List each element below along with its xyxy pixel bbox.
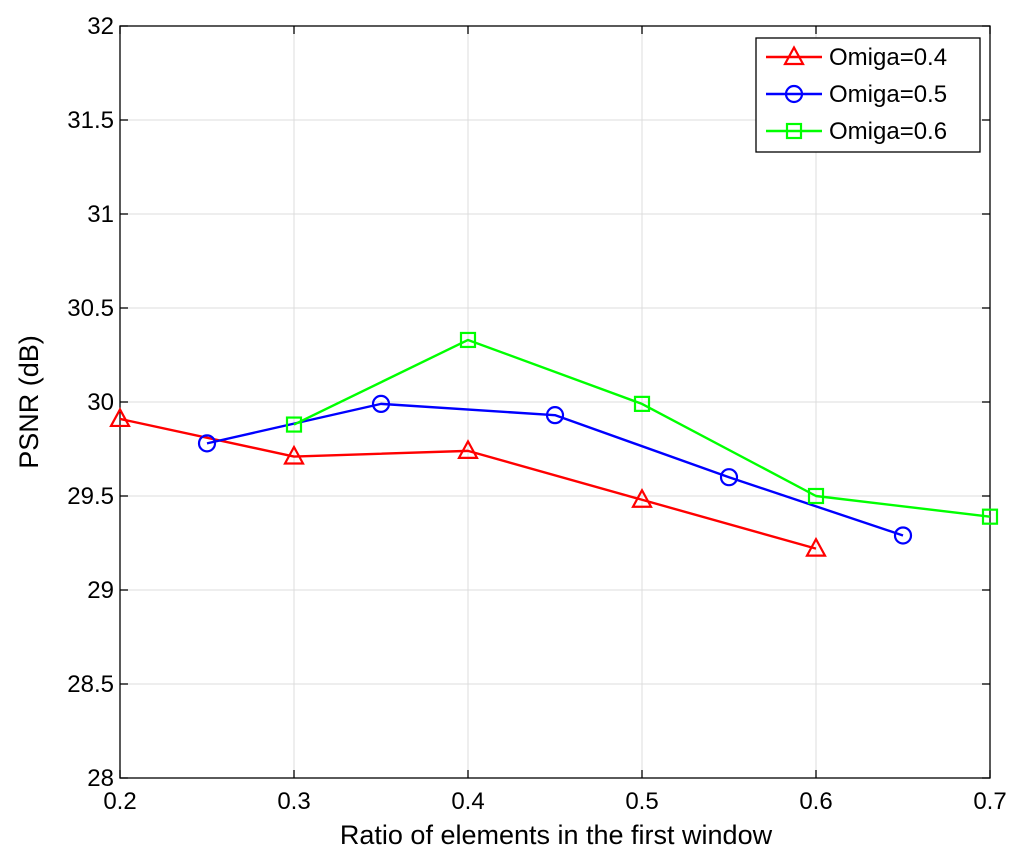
x-tick-label: 0.7 <box>973 788 1006 815</box>
y-tick-label: 30.5 <box>67 295 114 322</box>
legend-entry: Omiga=0.6 <box>766 118 947 145</box>
legend-entry: Omiga=0.5 <box>766 81 947 108</box>
series-line <box>206 402 904 537</box>
legend-label: Omiga=0.4 <box>829 44 947 71</box>
data-point-triangle <box>109 407 131 428</box>
x-tick-label: 0.6 <box>799 788 832 815</box>
y-axis-title: PSNR (dB) <box>14 335 44 469</box>
series-line <box>293 338 991 518</box>
series-1 <box>109 407 827 557</box>
legend-marker-square <box>785 122 803 140</box>
x-axis-title: Ratio of elements in the first window <box>340 820 773 850</box>
data-point-circle <box>893 526 913 545</box>
legend-items: Omiga=0.4 Omiga=0.5 Omiga=0.6 <box>766 44 947 145</box>
y-tick-label: 31.5 <box>67 107 114 134</box>
series-2 <box>197 394 913 545</box>
y-tick-label: 32 <box>87 13 114 40</box>
legend-entry: Omiga=0.4 <box>766 44 947 71</box>
data-point-circle <box>545 406 565 425</box>
series-line <box>119 417 817 550</box>
y-tick-labels: 28 28.5 29 29.5 30 30.5 31 31.5 32 <box>67 13 114 792</box>
y-tick-label: 31 <box>87 201 114 228</box>
data-point-square <box>807 487 825 505</box>
legend-label: Omiga=0.6 <box>829 118 947 145</box>
data-point-triangle <box>805 536 827 557</box>
data-point-triangle <box>457 439 479 459</box>
x-tick-labels: 0.2 0.3 0.4 0.5 0.6 0.7 <box>103 788 1006 815</box>
data-point-circle <box>197 434 217 453</box>
x-tick-label: 0.2 <box>103 788 136 815</box>
data-point-square <box>285 416 303 433</box>
data-point-circle <box>719 468 739 487</box>
legend-marker-triangle <box>783 45 805 66</box>
axis-ticks <box>119 25 991 779</box>
x-tick-label: 0.4 <box>451 788 484 815</box>
series-3 <box>285 331 999 525</box>
data-point-triangle <box>283 444 305 465</box>
legend-marker-circle <box>784 84 804 104</box>
legend-label: Omiga=0.5 <box>829 81 947 108</box>
data-point-triangle <box>631 487 653 508</box>
y-tick-label: 28 <box>87 765 114 792</box>
y-tick-label: 30 <box>87 389 114 416</box>
x-tick-label: 0.3 <box>277 788 310 815</box>
series-layer <box>109 331 999 557</box>
data-point-square <box>459 331 477 349</box>
y-tick-label: 28.5 <box>67 671 114 698</box>
data-point-square <box>981 508 999 525</box>
y-tick-label: 29 <box>87 577 114 604</box>
x-tick-label: 0.5 <box>625 788 658 815</box>
data-point-square <box>633 395 651 412</box>
legend: Omiga=0.4 Omiga=0.5 Omiga=0.6 <box>755 37 981 153</box>
y-tick-label: 29.5 <box>67 483 114 510</box>
data-point-circle <box>371 394 391 413</box>
